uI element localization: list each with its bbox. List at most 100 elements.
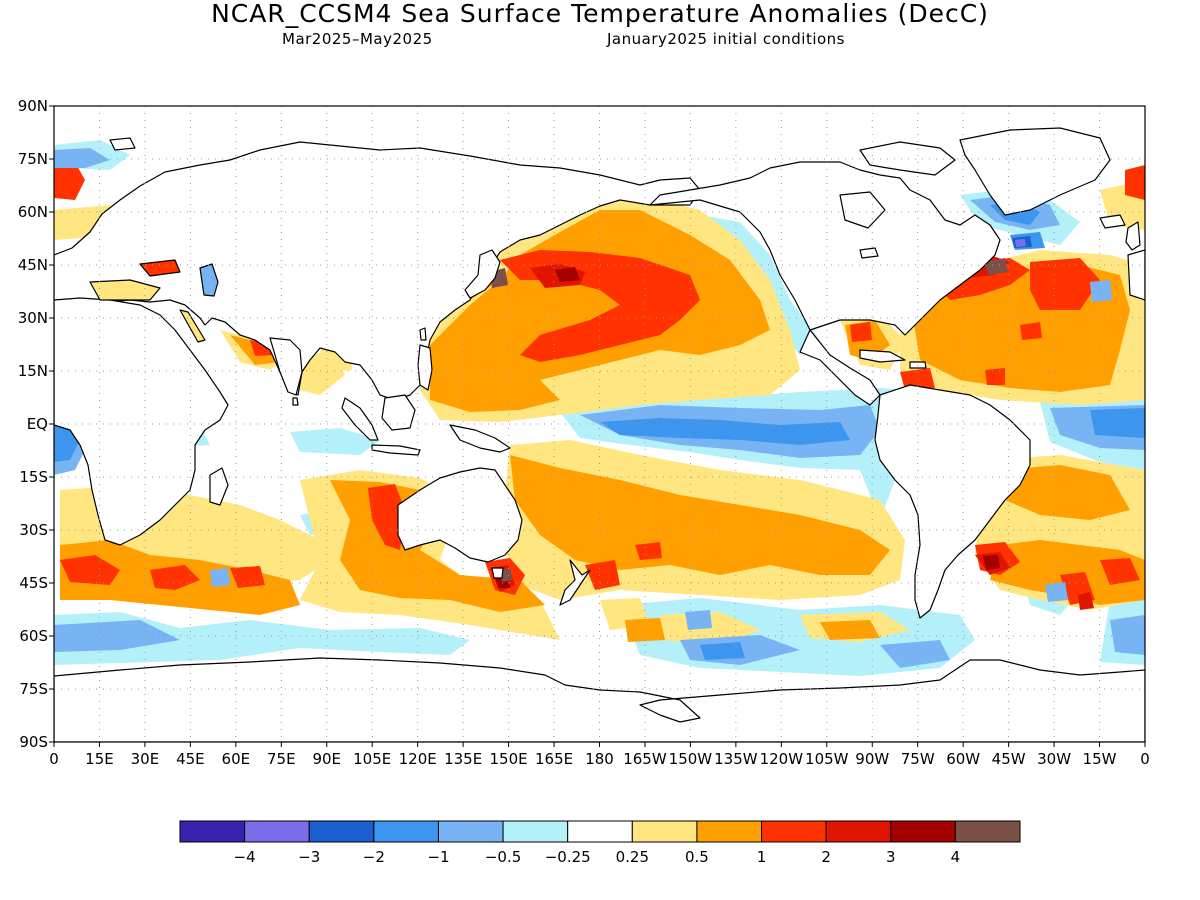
- forecast-period: Mar2025–May2025: [282, 30, 433, 48]
- lon-label: 165W: [623, 750, 667, 768]
- lon-label: 60E: [222, 750, 251, 768]
- lon-label: 60W: [946, 750, 980, 768]
- colorbar-label: −4: [234, 848, 256, 866]
- lat-label: 15N: [18, 362, 48, 380]
- land-new-zealand: [559, 559, 591, 606]
- colorbar-swatch: [502, 820, 569, 843]
- colorbar-swatch: [437, 820, 504, 843]
- colorbar-swatch: [761, 820, 827, 843]
- great-lakes: [859, 247, 879, 259]
- colorbar-swatch: [567, 820, 633, 843]
- lon-label: 45W: [992, 750, 1026, 768]
- land-svalbard: [109, 137, 136, 151]
- land-india: [269, 337, 303, 396]
- land-eurasia: [54, 141, 701, 401]
- lon-label: 135W: [714, 750, 758, 768]
- hudson-bay: [839, 191, 886, 229]
- colorbar-label: 1: [757, 848, 767, 866]
- lat-label: 45N: [18, 256, 48, 274]
- lat-label: 30S: [19, 521, 48, 539]
- lat-label: 75S: [19, 680, 48, 698]
- land-cuba: [859, 349, 906, 363]
- land-antarctica: [54, 657, 1145, 742]
- lon-label: 90E: [312, 750, 341, 768]
- land-sri-lanka: [292, 397, 299, 406]
- red-sea: [179, 309, 206, 343]
- lon-label: 45E: [176, 750, 205, 768]
- land-java: [371, 444, 421, 456]
- land-borneo: [381, 394, 416, 431]
- colorbar-labels: −4 −3 −2 −1 −0.5 −0.25 0.25 0.5 1 2 3 4: [234, 848, 961, 866]
- anomaly-field: [54, 127, 1145, 742]
- lon-label: 165E: [535, 750, 573, 768]
- colorbar-label: 0.5: [685, 848, 709, 866]
- land-north-america: [649, 161, 1001, 406]
- initial-conditions: January2025 initial conditions: [607, 30, 845, 48]
- colorbar-swatch: [890, 820, 956, 843]
- colorbar-swatch: [373, 820, 439, 843]
- colorbar-label: −1: [427, 848, 449, 866]
- land-south-america: [874, 384, 1031, 619]
- colorbar-swatch: [825, 820, 892, 843]
- chart-title: NCAR_CCSM4 Sea Surface Temperature Anoma…: [211, 0, 989, 28]
- land-tasmania: [491, 567, 504, 579]
- land-uk: [1125, 221, 1141, 251]
- lat-label: 60S: [19, 627, 48, 645]
- colorbar-swatch: [244, 820, 310, 843]
- continents: [54, 127, 1145, 742]
- land-taiwan: [419, 327, 427, 341]
- colorbar-label: 0.25: [616, 848, 649, 866]
- lon-label: 90W: [855, 750, 889, 768]
- land-greenland: [959, 127, 1111, 216]
- lon-label: 105W: [805, 750, 849, 768]
- lon-label: 180: [585, 750, 614, 768]
- black-sea: [139, 259, 181, 277]
- land-madagascar: [209, 467, 229, 506]
- lat-label: 45S: [19, 574, 48, 592]
- lat-label: 15S: [19, 468, 48, 486]
- lon-label: 150E: [490, 750, 528, 768]
- land-sumatra: [341, 397, 379, 441]
- grid-lines: [54, 106, 1145, 742]
- lon-label: 105E: [353, 750, 391, 768]
- colorbar-label: −0.25: [545, 848, 591, 866]
- colorbar-swatch: [308, 820, 375, 843]
- lat-label: 75N: [18, 150, 48, 168]
- mediterranean-sea: [89, 279, 161, 301]
- lon-label: 15E: [85, 750, 114, 768]
- land-japan: [464, 249, 501, 299]
- lat-label: 60N: [18, 203, 48, 221]
- lon-label: 0: [1140, 750, 1150, 768]
- lon-label: 15W: [1083, 750, 1117, 768]
- colorbar: [179, 820, 1021, 843]
- lon-label: 75W: [901, 750, 935, 768]
- land-africa: [54, 297, 229, 546]
- lon-label: 30E: [131, 750, 160, 768]
- caspian-sea: [199, 263, 219, 297]
- land-new-guinea: [449, 424, 511, 453]
- land-philippines: [417, 344, 433, 391]
- latitude-axis: 90N 75N 60N 45N 30N 15N EQ 15S 30S 45S 60S 75S 90S: [18, 97, 54, 751]
- lon-label: 0: [49, 750, 59, 768]
- land-canadian-arctic: [859, 141, 956, 176]
- lon-label: 135E: [444, 750, 482, 768]
- lat-label: 90S: [19, 733, 48, 751]
- colorbar-label: 4: [951, 848, 961, 866]
- lon-label: 120W: [760, 750, 804, 768]
- lon-label: 75E: [267, 750, 296, 768]
- lon-label: 150W: [669, 750, 713, 768]
- colorbar-label: −2: [363, 848, 385, 866]
- colorbar-swatch: [179, 820, 246, 843]
- lon-label: 120E: [399, 750, 437, 768]
- lon-label: 30W: [1037, 750, 1071, 768]
- colorbar-swatch: [954, 820, 1021, 843]
- colorbar-label: 3: [886, 848, 896, 866]
- longitude-axis: 0 15E 30E 45E 60E 75E 90E 105E 120E 135E 150E 165E 1…: [49, 742, 1150, 768]
- lat-label: 90N: [18, 97, 48, 115]
- land-australia: [397, 467, 523, 563]
- lat-label: 30N: [18, 309, 48, 327]
- land-iceland: [1099, 214, 1126, 229]
- lat-label: EQ: [27, 415, 48, 433]
- colorbar-label: −0.5: [485, 848, 521, 866]
